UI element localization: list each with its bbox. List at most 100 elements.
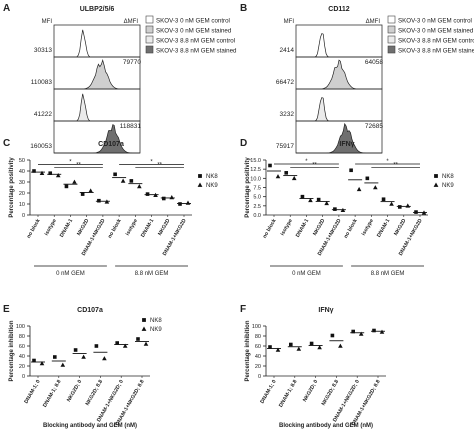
data-point-square [351,329,355,334]
data-point-triangle [275,174,281,179]
histogram-peak-A [54,124,140,154]
data-point-triangle [137,184,142,189]
x-axis-label: Blocking antibody and GEM (nM) [43,423,137,429]
data-point-square [397,205,402,209]
data-point-square [381,197,386,202]
data-point-triangle [340,207,346,213]
y-tick-label: 50 [19,158,25,164]
x-tick-label: isotype [361,218,375,237]
data-point-triangle [81,354,86,359]
y-axis-label: Percentage positivity [245,157,251,218]
data-point-square [333,207,337,211]
x-tick-label: NKG2D [312,218,326,237]
x-tick-label: isotype [280,218,294,237]
data-point-square [94,344,99,348]
x-tick-label: no block [107,218,123,240]
data-point-triangle [296,346,302,351]
y-tick-label: 2.5 [253,204,261,210]
data-point-triangle [39,361,45,366]
data-point-square [73,348,78,352]
x-tick-label: DNAM-1; 0 [259,379,277,405]
legend-swatch-A [145,25,154,34]
significance-star: ** [312,162,317,168]
data-point-square [32,358,36,363]
y-axis-label: Percentage positivity [9,157,15,218]
data-point-triangle [88,188,93,193]
panel-letter-E: E [3,304,10,315]
data-point-square [113,172,117,177]
legend-swatch-B [387,15,396,24]
dmfi-value-B: 64058 [365,59,383,66]
data-point-square [268,345,272,349]
y-tick-label: 20 [19,191,25,197]
mfi-value-B: 75917 [276,143,294,150]
panel-title-A: ULBP2/5/6 [80,6,115,13]
significance-star: ** [393,162,398,168]
x-tick-label: NKG2D [157,218,171,237]
legend-swatch-B [387,35,396,44]
legend-swatch-A [145,15,154,24]
data-point-triangle [169,195,175,200]
panel-letter-F: F [240,304,246,315]
histogram-peak-B [296,122,382,154]
data-point-square [32,169,36,173]
histogram-box-A [53,88,141,122]
dmfi-value-A: 118831 [120,123,142,130]
x-tick-label: DNAM-1 [295,218,310,239]
legend-label: NK9 [442,183,454,189]
legend-label-A: SKOV-3 8.8 nM GEM stained [156,48,237,55]
histogram-peak-A [54,29,140,58]
data-point-triangle [143,341,149,346]
legend-label-B: SKOV-3 8.8 nM GEM stained [398,48,474,55]
x-tick-label: NKG2D [76,218,90,237]
data-point-triangle [153,192,158,197]
data-point-triangle [122,343,128,348]
y-tick-label: 60 [255,344,261,350]
data-point-triangle [379,329,385,334]
data-point-triangle [39,170,45,175]
data-point-triangle [102,356,107,361]
y-tick-label: 60 [19,344,25,350]
panel-title-B: CD112 [328,6,350,13]
y-tick-label: 0 [22,374,25,380]
significance-star: * [150,159,153,165]
y-tick-label: 30 [19,180,25,186]
data-point-triangle [275,347,281,352]
y-tick-label: 100 [16,324,25,330]
data-point-square [115,341,119,345]
x-tick-label: no block [262,218,278,240]
y-axis-label: Percentage inhibition [245,320,251,381]
data-point-triangle [433,182,439,187]
data-point-triangle [338,343,343,348]
data-point-triangle [104,199,110,204]
y-tick-label: 0 [22,213,25,219]
data-point-square [145,192,150,196]
data-point-square [330,333,335,338]
group-label: 0 nM GEM [292,271,321,277]
data-point-square [161,196,166,201]
x-tick-label: DNAM-1; 8.8 [42,379,63,409]
chart-panel-D: D IFNγ 0.0 2.5 5.0 7.5 10.0 12.5 15.0Percentage … [240,138,454,277]
mfi-value-A: 41222 [34,111,52,118]
y-tick-label: 20 [19,364,25,370]
y-tick-label: 40 [19,169,25,175]
data-point-square [48,171,53,175]
x-tick-label: isotype [44,218,58,237]
histogram-peak-B [296,97,382,122]
mfi-value-B: 2414 [280,47,295,54]
data-point-square [129,179,134,183]
dmfi-header-A: ΔMFI [124,19,139,25]
data-point-square [97,198,101,203]
x-tick-label: DNAM-1 [140,218,155,239]
data-point-square [372,328,376,333]
data-point-square [268,163,272,168]
chart-title: CD107a [98,141,124,148]
dmfi-value-B: 72685 [365,123,383,130]
data-point-triangle [405,203,411,208]
x-tick-label: no block [26,218,42,240]
panel-letter-C: C [3,138,10,149]
y-tick-label: 0 [258,374,261,380]
y-tick-label: 15.0 [250,158,261,164]
significance-star: ** [157,163,162,169]
